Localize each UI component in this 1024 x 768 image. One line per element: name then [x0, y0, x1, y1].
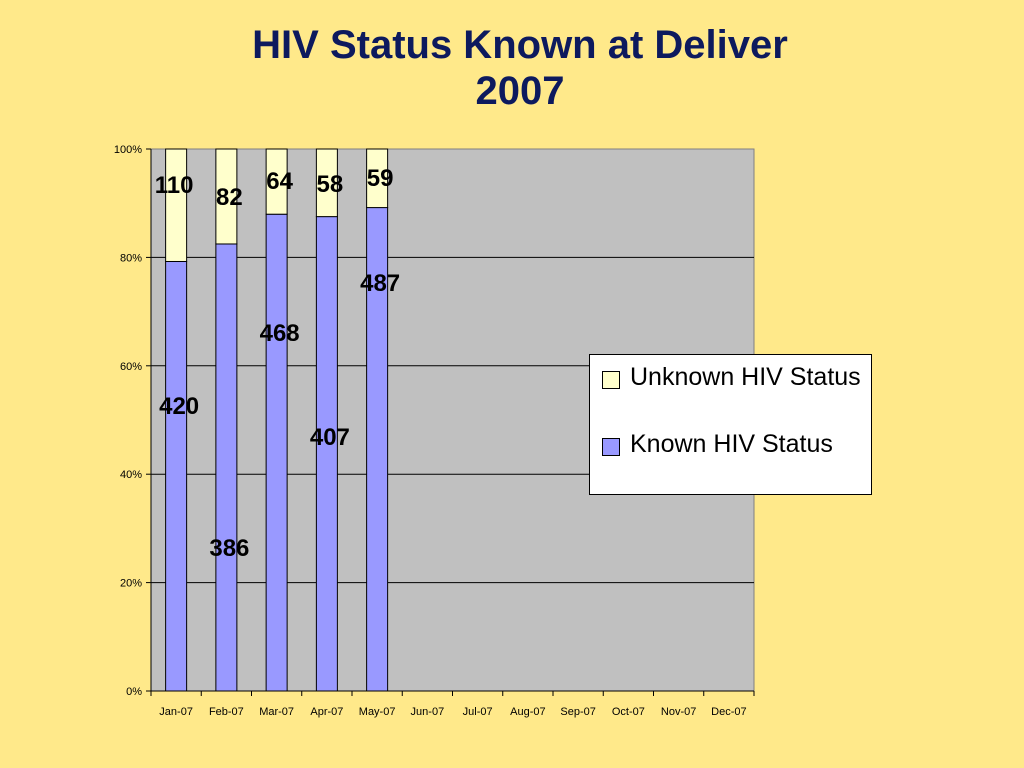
bar-unknown: [265, 148, 288, 215]
chart-title-line-2: 2007: [475, 69, 565, 113]
data-label-known: 420: [159, 393, 199, 420]
legend-item-known: Known HIV Status: [602, 428, 870, 461]
x-tick-label: Dec-07: [711, 706, 746, 718]
legend: Unknown HIV Status Known HIV Status: [589, 354, 872, 495]
legend-item-unknown: Unknown HIV Status: [602, 361, 870, 394]
data-label-known: 386: [209, 535, 249, 562]
legend-swatch-known: [602, 438, 620, 456]
data-label-unknown: 58: [317, 171, 344, 198]
y-tick-label: 80%: [120, 252, 142, 264]
data-label-unknown: 110: [155, 172, 194, 199]
chart-title-line-1: HIV Status Known at Deliver: [252, 23, 788, 67]
bar-known: [265, 213, 288, 692]
y-tick-label: 100%: [114, 144, 142, 156]
data-label-unknown: 64: [266, 168, 293, 195]
chart-title: HIV Status Known at Deliver 2007: [0, 22, 1024, 114]
bar-unknown: [366, 148, 389, 209]
x-tick-label: Jun-07: [411, 706, 445, 718]
legend-label-known: Known HIV Status: [630, 430, 833, 458]
bar-unknown: [315, 148, 338, 218]
x-tick-label: Mar-07: [259, 706, 294, 718]
y-tick-label: 0%: [126, 686, 142, 698]
legend-label-unknown: Unknown HIV Status: [630, 363, 861, 391]
x-tick-label: Sep-07: [560, 706, 595, 718]
data-label-known: 487: [360, 270, 400, 297]
x-tick-label: Nov-07: [661, 706, 696, 718]
data-label-known: 468: [260, 320, 300, 347]
x-tick-label: Aug-07: [510, 706, 545, 718]
legend-swatch-unknown: [602, 371, 620, 389]
bar-unknown: [165, 148, 188, 262]
data-label-known: 407: [310, 424, 350, 451]
bar-known: [165, 260, 188, 692]
y-tick-label: 20%: [120, 578, 142, 590]
bar-known: [215, 243, 238, 692]
bar-unknown: [215, 148, 238, 245]
y-tick-label: 40%: [120, 469, 142, 481]
data-label-unknown: 82: [216, 184, 243, 211]
x-tick-label: Apr-07: [310, 706, 343, 718]
bar-known: [315, 216, 338, 692]
x-tick-label: Oct-07: [612, 706, 645, 718]
data-label-unknown: 59: [367, 165, 394, 192]
x-tick-label: Feb-07: [209, 706, 244, 718]
y-tick-label: 60%: [120, 361, 142, 373]
x-tick-label: Jan-07: [159, 706, 193, 718]
x-tick-label: May-07: [359, 706, 396, 718]
x-tick-label: Jul-07: [463, 706, 493, 718]
